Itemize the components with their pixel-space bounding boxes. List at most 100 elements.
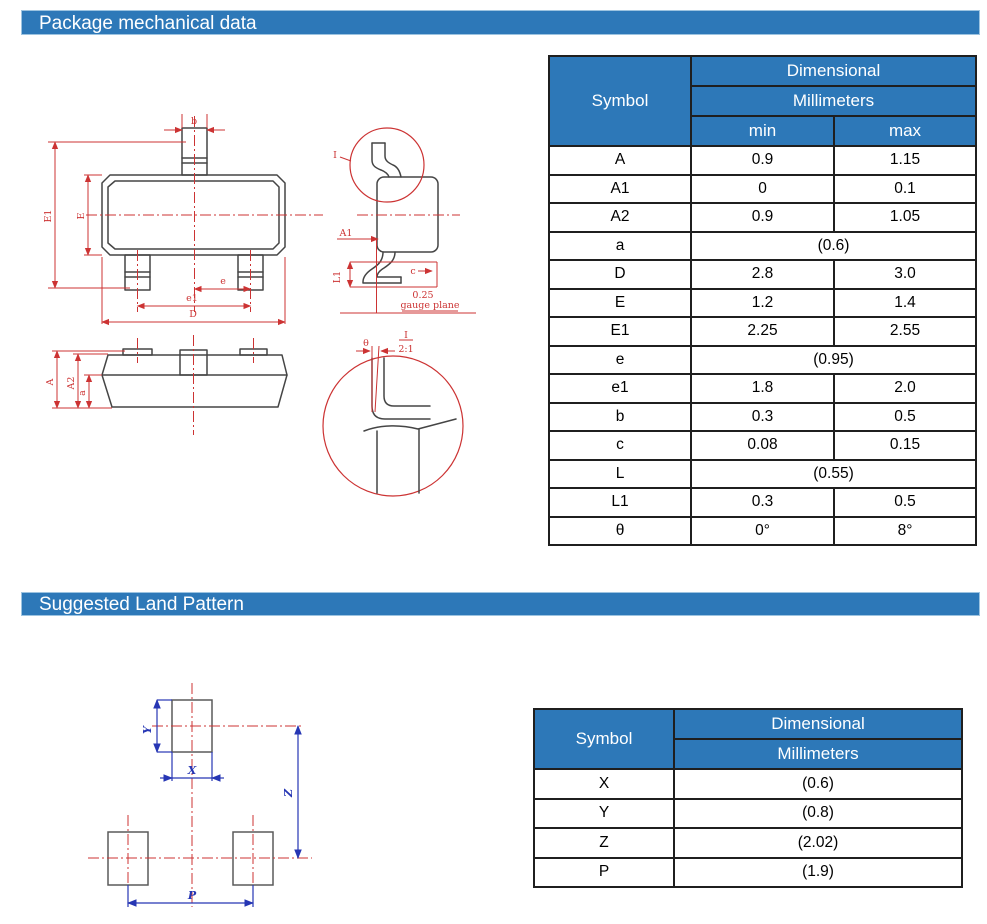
header-millimeters: Millimeters — [689, 85, 978, 117]
symbol-cell: D — [548, 259, 692, 290]
table-row: Y (0.8) — [533, 797, 963, 829]
dim-label-a: A — [45, 378, 56, 386]
dim-label-e1-span: E1 — [43, 210, 54, 223]
min-cell: 0 — [690, 173, 835, 204]
symbol-cell: A1 — [548, 173, 692, 204]
table-header-row: Symbol Dimensional — [548, 55, 978, 147]
symbol-cell: X — [533, 768, 675, 800]
detail-scale-label: 2:1 — [398, 344, 413, 355]
min-cell: 1.8 — [690, 373, 835, 404]
value-cell: (0.6) — [673, 768, 963, 800]
header-min: min — [690, 115, 835, 147]
value-cell: (1.9) — [673, 856, 963, 888]
symbol-cell: e — [548, 344, 692, 375]
center-lines — [86, 116, 323, 312]
dim-label-a2: A2 — [66, 377, 77, 391]
table-row: e (0.95) — [548, 344, 978, 375]
dimension-lines — [48, 114, 286, 326]
header-symbol: Symbol — [548, 55, 692, 147]
symbol-cell: Z — [533, 827, 675, 859]
table-header-row: Symbol Dimensional — [533, 708, 963, 770]
dimension-labels: Y X Z P — [141, 725, 295, 902]
header-millimeters: Millimeters — [673, 738, 963, 770]
table-row: A1 0 0.1 — [548, 173, 978, 204]
dimension-labels: A1 L1 c 0.25 gauge plane — [332, 228, 460, 311]
dim-label-x: X — [187, 764, 197, 777]
section-title-suggested-land-pattern: Suggested Land Pattern — [21, 592, 980, 616]
min-cell: 2.25 — [690, 316, 835, 347]
max-cell: 0.15 — [832, 430, 978, 461]
min-cell: 0° — [690, 515, 835, 546]
center-lines — [137, 335, 254, 435]
value-cell: (2.02) — [673, 827, 963, 859]
section-title-package-mechanical-data: Package mechanical data — [21, 10, 980, 35]
callout-label-i: I — [333, 150, 337, 161]
package-top-view-drawing: b E1 E e e1 D — [43, 114, 323, 326]
header-dimensional: Dimensional — [689, 55, 978, 87]
table-header-row: Millimeters — [549, 85, 978, 117]
header-symbol: Symbol — [533, 708, 675, 770]
dim-label-l1: L1 — [332, 271, 343, 283]
min-cell: 0.3 — [690, 487, 835, 518]
table-row: D 2.8 3.0 — [548, 259, 978, 290]
symbol-cell: L1 — [548, 487, 692, 518]
dim-label-a-lower: a — [77, 390, 88, 396]
min-cell: 1.2 — [690, 287, 835, 318]
min-cell: 0.9 — [690, 202, 835, 233]
dim-label-y: Y — [141, 725, 154, 734]
dimension-labels: A A2 a — [45, 377, 88, 396]
dim-label-e: e — [220, 276, 226, 287]
header-max: max — [832, 115, 978, 147]
min-cell: 2.8 — [690, 259, 835, 290]
symbol-cell: c — [548, 430, 692, 461]
max-cell: 0.5 — [832, 401, 978, 432]
gauge-plane-label: gauge plane — [400, 300, 459, 311]
symbol-cell: E — [548, 287, 692, 318]
symbol-cell: b — [548, 401, 692, 432]
package-side-view-drawing: I A1 L1 c 0.25 gauge plane θ I 2:1 — [322, 127, 476, 497]
symbol-cell: E1 — [548, 316, 692, 347]
symbol-cell: P — [533, 856, 675, 888]
max-cell: 0.5 — [832, 487, 978, 518]
table-row: L (0.55) — [548, 458, 978, 489]
max-cell: 3.0 — [832, 259, 978, 290]
detail-callout-label: I — [404, 330, 408, 341]
max-cell: 0.1 — [832, 173, 978, 204]
package-body-outline — [101, 348, 288, 408]
max-cell: 1.15 — [832, 145, 978, 176]
symbol-cell: Y — [533, 797, 675, 829]
dim-label-b: b — [191, 116, 197, 127]
span-cell: (0.95) — [689, 344, 978, 375]
dim-label-p: P — [187, 889, 197, 902]
table-row: Z (2.02) — [533, 827, 963, 859]
symbol-cell: A2 — [548, 202, 692, 233]
table-row: A 0.9 1.15 — [548, 145, 978, 176]
max-cell: 2.0 — [832, 373, 978, 404]
dim-label-d: D — [189, 309, 197, 320]
min-cell: 0.3 — [690, 401, 835, 432]
dimension-lines — [337, 235, 476, 314]
min-cell: 0.08 — [690, 430, 835, 461]
package-front-view-drawing: A A2 a — [45, 335, 288, 435]
table-row: X (0.6) — [533, 768, 963, 800]
table-row: P (1.9) — [533, 856, 963, 888]
dim-label-z: Z — [282, 788, 295, 798]
dim-label-c: c — [410, 266, 415, 277]
pad-outlines — [107, 699, 274, 886]
symbol-cell: θ — [548, 515, 692, 546]
dimension-labels: b E1 E e e1 D — [43, 116, 226, 320]
dimension-lines — [52, 350, 125, 409]
table-row: θ 0° 8° — [548, 515, 978, 546]
gauge-offset-label: 0.25 — [412, 290, 433, 301]
table-header-row: min max — [549, 115, 978, 147]
max-cell: 8° — [832, 515, 978, 546]
symbol-cell: e1 — [548, 373, 692, 404]
max-cell: 1.05 — [832, 202, 978, 233]
max-cell: 2.55 — [832, 316, 978, 347]
symbol-cell: L — [548, 458, 692, 489]
span-cell: (0.6) — [689, 230, 978, 261]
value-cell: (0.8) — [673, 797, 963, 829]
callout-circle: I — [333, 127, 425, 203]
package-dimensions-table: Symbol Dimensional Millimeters min max A… — [548, 55, 978, 546]
